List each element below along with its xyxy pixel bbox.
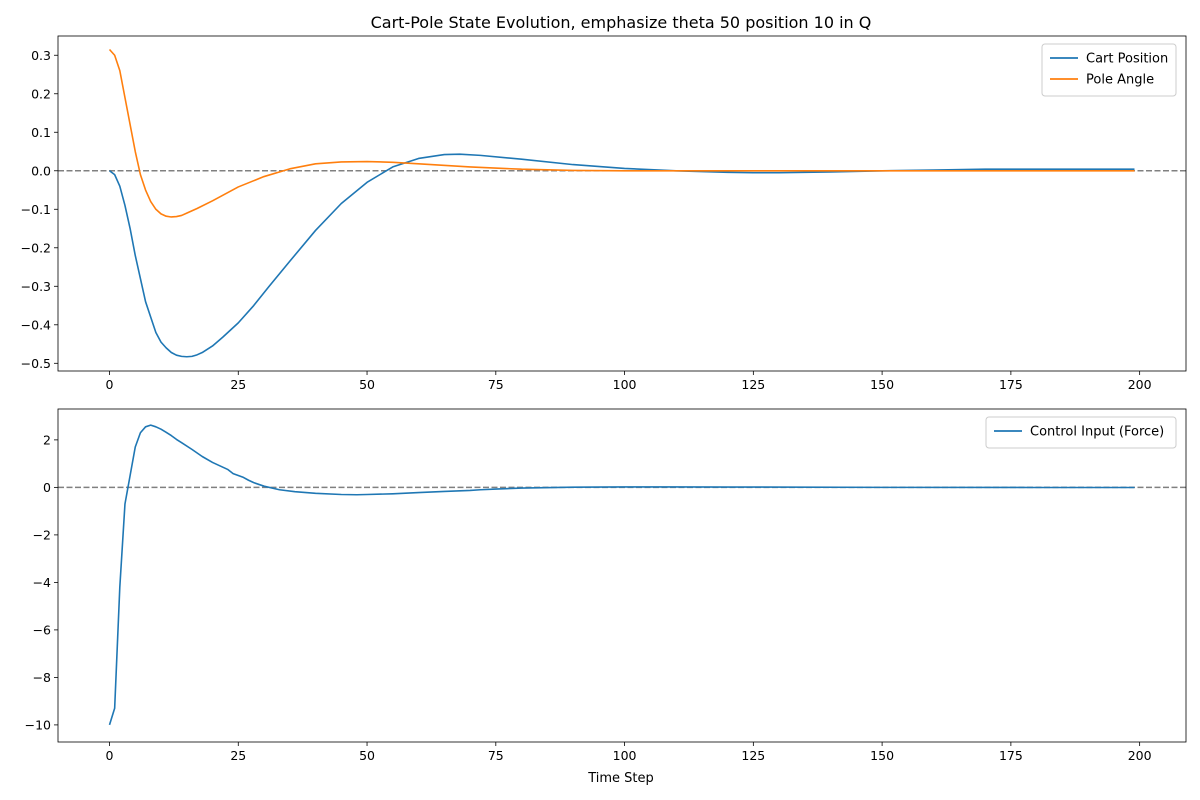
control-axes-frame [57,408,1187,743]
state-y-tick-label: −0.5 [21,356,51,371]
control-x-tick-label: 150 [870,748,894,763]
control-y-tick-label: −2 [33,527,51,542]
state-y-tick-label: −0.4 [21,317,51,332]
state-x-tick-label: 175 [999,377,1023,392]
control-legend [985,416,1177,449]
series-line-control-input-force [108,424,1135,726]
series-line-pole-angle [108,48,1135,218]
x-axis-label: Time Step [587,771,654,786]
state-y-tick-label: −0.1 [21,202,51,217]
series-line-cart-position [109,153,1135,358]
state-y-tick-label: 0.2 [31,86,51,101]
control-y-tick-label: 0 [43,480,51,495]
control-y-tick-label: −10 [25,717,51,732]
state-x-tick-label: 125 [741,377,765,392]
state-y-tick-label: −0.3 [21,279,51,294]
state-x-tick-label: 200 [1128,377,1152,392]
control-x-tick-label: 100 [613,748,637,763]
control-x-tick-label: 50 [359,748,375,763]
control-x-tick-label: 175 [999,748,1023,763]
state-axes-frame [57,35,1187,372]
control-x-tick-label: 125 [741,748,765,763]
chart-title: Cart-Pole State Evolution, emphasize the… [371,13,872,32]
state-y-tick-label: 0.0 [31,163,51,178]
control-y-tick-label: −4 [33,575,51,590]
state-x-tick-label: 75 [488,377,504,392]
state-x-tick-label: 100 [613,377,637,392]
control-y-tick-label: −8 [33,670,51,685]
state-x-tick-label: 0 [106,377,114,392]
control-y-tick-label: 2 [43,432,51,447]
state-x-tick-label: 25 [230,377,246,392]
legend-label: Cart Position [1086,52,1168,67]
control-x-tick-label: 25 [230,748,246,763]
state-x-tick-label: 50 [359,377,375,392]
state-y-tick-label: 0.3 [31,48,51,63]
control-x-tick-label: 200 [1128,748,1152,763]
legend-label: Pole Angle [1086,73,1154,88]
legend-label: Control Input (Force) [1030,425,1164,440]
state-axes: 0 25 50 75 100 125 150 175 200 0.3 0.2 0.1 0.0 −0.1 −0… [21,35,1187,392]
control-y-tick-label: −6 [33,622,51,637]
state-legend [1041,43,1177,97]
state-x-tick-label: 150 [870,377,894,392]
control-axes: 0 25 50 75 100 125 150 175 200 2 0 −2 −4 −6 −8 −10 Contr… [25,408,1187,763]
state-y-tick-label: 0.1 [31,125,51,140]
control-x-tick-label: 0 [106,748,114,763]
control-x-tick-label: 75 [488,748,504,763]
state-y-tick-label: −0.2 [21,240,51,255]
